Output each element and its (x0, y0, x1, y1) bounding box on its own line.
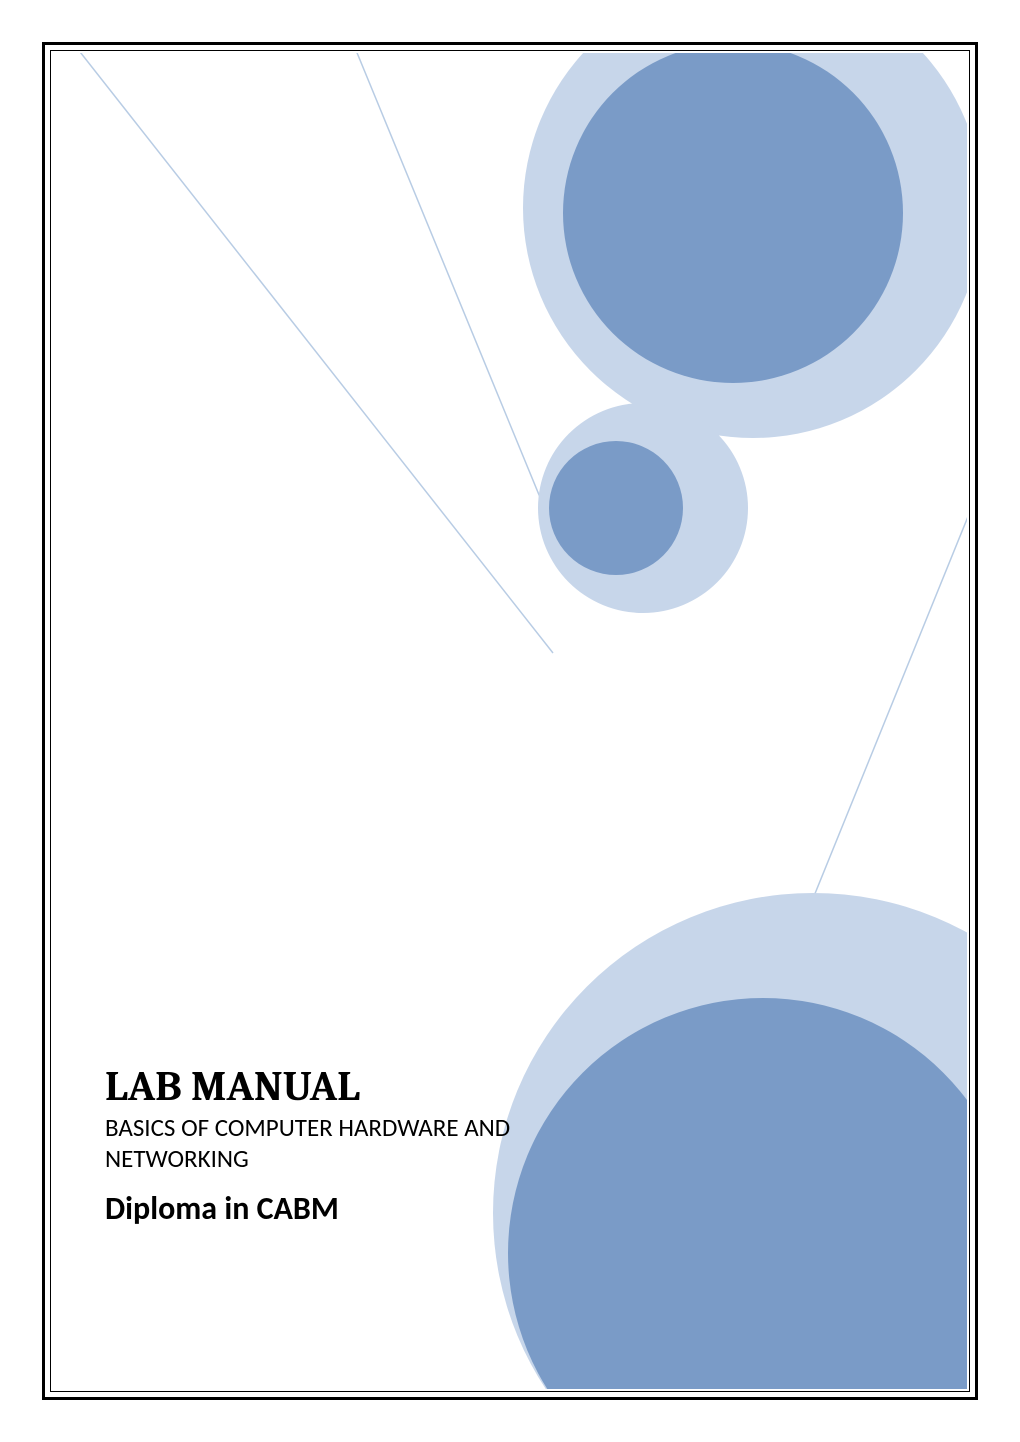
document-subtitle: BASICS OF COMPUTER HARDWARE AND NETWORKI… (105, 1112, 535, 1175)
program-name: Diploma in CABM (105, 1189, 339, 1228)
document-title: LAB MANUAL (105, 1062, 360, 1111)
